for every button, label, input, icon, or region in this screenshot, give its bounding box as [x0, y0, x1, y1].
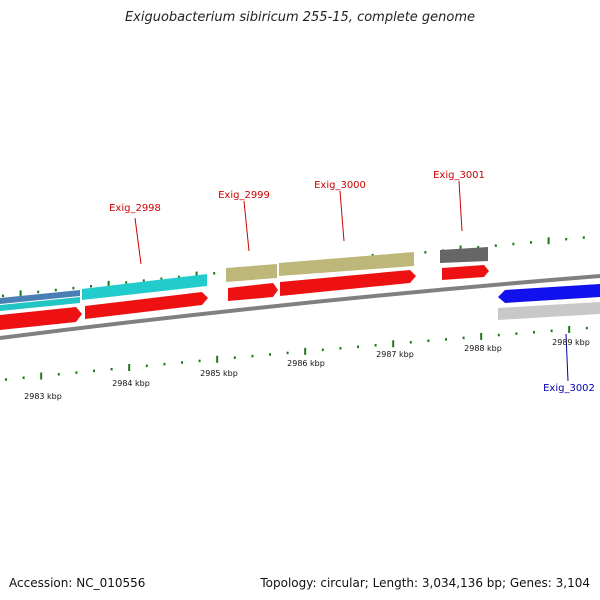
cds-arrow [0, 307, 82, 330]
tick-mark [93, 369, 95, 373]
gene-leader-line [339, 190, 345, 242]
tick-mark [477, 246, 480, 249]
tick-mark [392, 340, 395, 348]
gene-label-exig-2998: Exig_2998 [109, 203, 161, 214]
tick-mark [321, 348, 324, 352]
tick-mark [269, 353, 271, 356]
tick-mark [125, 281, 128, 284]
gene-track-cyan-2 [82, 274, 207, 300]
tick-mark [195, 271, 198, 279]
cds-arrow [442, 265, 489, 280]
tick-mark [304, 347, 307, 355]
tick-mark [107, 280, 110, 288]
gene-track-lightgray [498, 302, 600, 320]
tick-mark [339, 347, 342, 350]
tick-mark [5, 378, 7, 381]
tick-mark [160, 277, 163, 281]
tick-mark [512, 242, 515, 246]
tick-mark [357, 345, 359, 349]
scale-label: 2986 kbp [287, 359, 325, 368]
tick-mark [178, 275, 180, 279]
cds-arrow [280, 270, 416, 296]
tick-mark [462, 336, 465, 340]
tick-mark [533, 330, 535, 334]
cds-arrow-reverse [498, 284, 600, 303]
tick-mark [22, 376, 25, 379]
tick-mark [530, 241, 532, 244]
gene-track-gray [440, 247, 488, 263]
tick-mark [163, 362, 166, 366]
tick-mark [480, 332, 483, 340]
tick-mark [213, 272, 216, 275]
tick-mark [374, 344, 377, 347]
gene-track-olive-1 [226, 264, 277, 282]
scale-label: 2983 kbp [24, 392, 62, 401]
tick-mark [286, 351, 289, 355]
scale-label: 2988 kbp [464, 344, 502, 353]
tick-mark [251, 354, 254, 358]
tick-mark [198, 359, 201, 363]
tick-mark [582, 236, 585, 239]
scale-ticks [5, 325, 588, 381]
tick-mark [72, 286, 75, 290]
tick-mark [75, 371, 78, 374]
tick-mark [110, 367, 113, 371]
tick-mark [494, 244, 497, 247]
genome-backbone [0, 274, 600, 340]
gene-leader-line [565, 333, 569, 382]
tick-mark [181, 361, 183, 364]
map-title: Exiguobacterium sibiricum 255-15, comple… [124, 10, 476, 25]
gene-track-steel [0, 290, 80, 304]
tick-mark [40, 372, 43, 380]
tick-mark [90, 284, 92, 288]
tick-mark [424, 251, 427, 254]
tick-mark [19, 290, 22, 298]
tick-mark [233, 356, 236, 359]
topology-summary: Topology: circular; Length: 3,034,136 bp… [260, 576, 590, 590]
tick-mark [568, 325, 571, 333]
tick-mark [57, 373, 60, 376]
scale-label: 2989 kbp [552, 338, 590, 347]
tick-mark [142, 279, 145, 282]
tick-mark [427, 339, 430, 343]
tick-mark [2, 294, 4, 298]
tick-mark [565, 237, 568, 241]
gene-track-olive-2 [279, 252, 414, 276]
gene-leader-line [458, 180, 463, 232]
cds-arrow [228, 283, 278, 301]
gene-label-exig-3002: Exig_3002 [543, 383, 595, 394]
gene-label-exig-2999: Exig_2999 [218, 190, 270, 201]
scale-label: 2987 kbp [376, 350, 414, 359]
gene-label-exig-3001: Exig_3001 [433, 170, 485, 181]
tick-mark [54, 288, 57, 292]
tick-mark [216, 355, 219, 363]
gene-track-cyan-1 [0, 297, 80, 311]
tick-mark [550, 329, 553, 333]
gene-leader-line [243, 200, 250, 252]
tick-mark [409, 341, 412, 344]
accession-text: Accession: NC_010556 [9, 576, 146, 590]
tick-mark [515, 332, 518, 335]
cds-arrow [85, 292, 208, 319]
gene-label-exig-3000: Exig_3000 [314, 180, 366, 191]
tick-mark [585, 326, 588, 330]
gene-leader-line [134, 217, 142, 265]
scale-label: 2984 kbp [112, 379, 150, 388]
tick-mark [37, 290, 40, 294]
scale-label: 2985 kbp [200, 369, 238, 378]
tick-mark [547, 237, 550, 245]
tick-mark [145, 364, 148, 368]
tick-mark [445, 338, 447, 341]
tick-mark [128, 363, 131, 371]
tick-mark [497, 333, 500, 337]
